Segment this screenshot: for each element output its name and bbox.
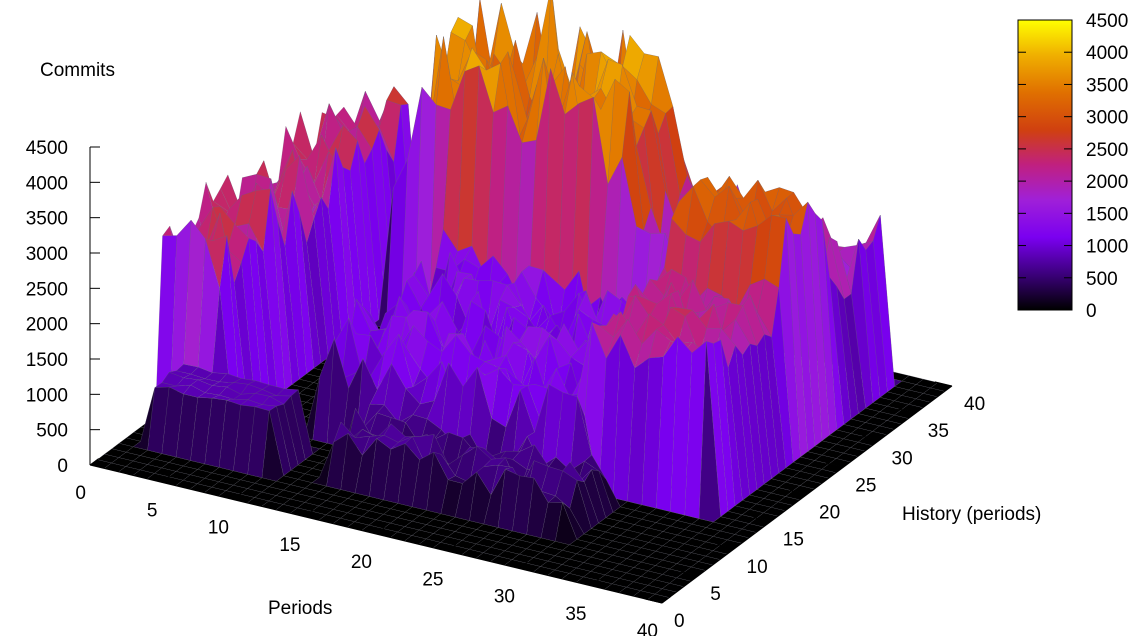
x-tick-mark: [161, 475, 171, 483]
colorbar-gradient: [1017, 19, 1073, 311]
x-tick-mark: [447, 544, 457, 552]
x-tick-label: 5: [147, 500, 158, 521]
z-tick-label: 500: [36, 421, 68, 442]
z-tick-label: 4500: [26, 138, 68, 159]
y-tick-mark: [680, 571, 699, 577]
axes: 0 500 1000 1500 2000 2500 3000 3500 4000 4500 0 5 10…: [26, 138, 985, 636]
z-tick-label: 1500: [26, 350, 68, 371]
y-tick-mark: [753, 516, 771, 523]
x-tick-mark: [232, 492, 242, 500]
colorbar-tick-label: 1500: [1086, 204, 1128, 225]
x-tick-mark: [518, 561, 528, 569]
y-tick-mark: [789, 489, 808, 495]
z-axis-label: Commits: [40, 60, 115, 81]
y-tick-label: 20: [819, 503, 840, 524]
colorbar-tick-label: 1000: [1086, 237, 1128, 258]
colorbar-tick-label: 3500: [1086, 75, 1128, 96]
x-tick-label: 0: [75, 483, 86, 504]
y-tick-mark: [825, 462, 844, 468]
y-tick-label: 15: [783, 530, 804, 551]
z-tick-label: 1000: [26, 385, 68, 406]
x-tick-mark: [375, 527, 385, 535]
x-tick-mark: [661, 596, 671, 604]
x-tick-mark: [590, 578, 600, 587]
y-tick-label: 35: [928, 421, 949, 442]
y-tick-label: 30: [892, 448, 913, 469]
x-tick-label: 15: [279, 535, 300, 556]
x-tick-label: 25: [422, 569, 443, 590]
y-tick-mark: [644, 598, 663, 604]
x-tick-mark: [89, 458, 99, 466]
y-tick-label: 0: [674, 611, 685, 632]
y-tick-label: 40: [964, 394, 985, 415]
colorbar-tick-label: 500: [1086, 269, 1118, 290]
colorbar-tick-label: 3000: [1086, 108, 1128, 129]
colorbar-tick-label: 2500: [1086, 140, 1128, 161]
z-tick-label: 4000: [26, 173, 68, 194]
surface-mesh: [89, 0, 953, 604]
y-axis-label: History (periods): [902, 504, 1041, 525]
y-tick-mark: [717, 544, 735, 550]
x-tick-label: 30: [494, 587, 515, 608]
y-tick-mark: [898, 408, 916, 414]
colorbar-ticks: 0 500 1000 1500 2000 2500 3000 3500 4000 4500: [1018, 11, 1128, 322]
x-tick-mark: [304, 509, 314, 518]
z-tick-label: 3500: [26, 209, 68, 230]
z-tick-label: 0: [57, 456, 68, 477]
x-axis-label: Periods: [268, 598, 332, 619]
colorbar-tick-label: 2000: [1086, 172, 1128, 193]
z-tick-label: 3000: [26, 244, 68, 265]
colorbar-tick-label: 0: [1086, 301, 1097, 322]
z-tick-label: 2000: [26, 315, 68, 336]
y-tick-mark: [934, 381, 953, 387]
x-tick-label: 35: [565, 604, 586, 625]
y-tick-label: 25: [855, 475, 876, 496]
y-tick-label: 5: [710, 584, 721, 605]
x-tick-label: 40: [637, 621, 658, 636]
z-tick-label: 2500: [26, 279, 68, 300]
colorbar: 0 500 1000 1500 2000 2500 3000 3500 4000 4500: [1017, 11, 1128, 322]
x-tick-label: 20: [351, 552, 372, 573]
y-tick-mark: [862, 435, 880, 441]
y-tick-label: 10: [747, 557, 768, 578]
colorbar-tick-label: 4500: [1086, 11, 1128, 32]
x-tick-label: 10: [208, 518, 229, 539]
colorbar-tick-label: 4000: [1086, 43, 1128, 64]
